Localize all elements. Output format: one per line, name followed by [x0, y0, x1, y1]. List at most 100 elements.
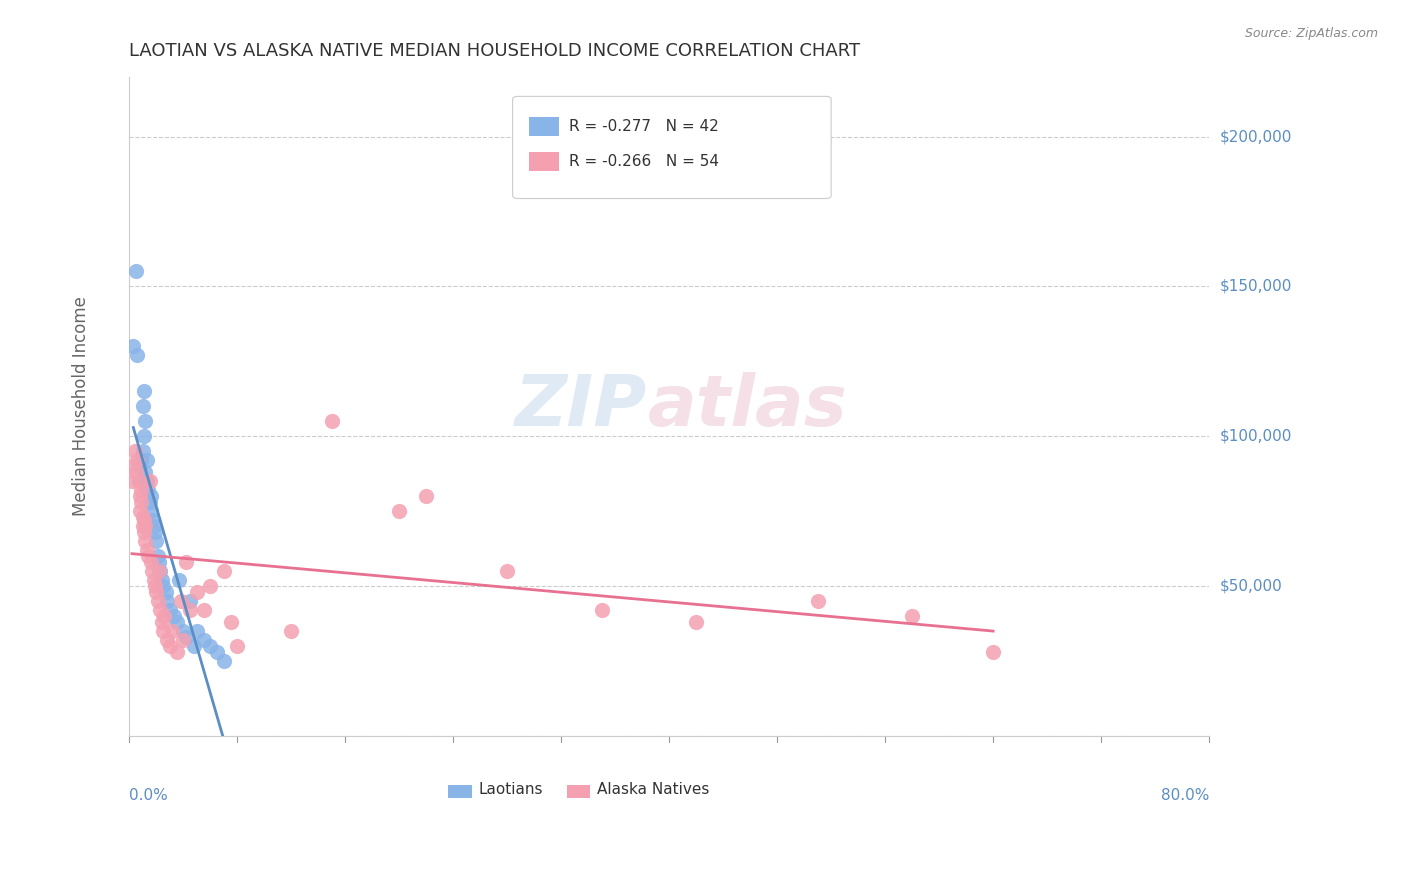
- Point: [496, 564, 519, 578]
- Point: [146, 549, 169, 563]
- Point: [388, 504, 411, 518]
- Text: atlas: atlas: [648, 372, 848, 441]
- Point: [134, 429, 156, 443]
- Point: [131, 495, 153, 509]
- Point: [179, 594, 201, 608]
- Point: [139, 504, 162, 518]
- Point: [128, 474, 150, 488]
- Point: [174, 630, 197, 644]
- Text: Alaska Natives: Alaska Natives: [596, 782, 709, 797]
- Point: [129, 504, 152, 518]
- Point: [186, 585, 208, 599]
- Point: [122, 458, 145, 473]
- Point: [321, 414, 343, 428]
- Point: [136, 549, 159, 563]
- Point: [127, 348, 149, 362]
- Point: [150, 573, 173, 587]
- Point: [156, 594, 179, 608]
- Point: [135, 543, 157, 558]
- Bar: [529, 118, 560, 136]
- Point: [166, 615, 188, 629]
- Point: [169, 594, 191, 608]
- Point: [134, 533, 156, 548]
- Point: [136, 483, 159, 497]
- Point: [591, 603, 613, 617]
- Point: [280, 624, 302, 638]
- Point: [200, 639, 222, 653]
- Point: [142, 519, 165, 533]
- Point: [131, 453, 153, 467]
- Point: [131, 483, 153, 497]
- Point: [134, 414, 156, 428]
- Point: [415, 489, 437, 503]
- Point: [134, 519, 156, 533]
- Point: [128, 474, 150, 488]
- Point: [125, 264, 148, 278]
- Point: [152, 579, 174, 593]
- Text: $50,000: $50,000: [1220, 578, 1282, 593]
- Point: [172, 632, 194, 647]
- Point: [174, 555, 197, 569]
- Text: Laotians: Laotians: [478, 782, 543, 797]
- Point: [134, 524, 156, 539]
- Point: [150, 615, 173, 629]
- Point: [145, 585, 167, 599]
- Point: [127, 453, 149, 467]
- Point: [141, 513, 163, 527]
- Point: [132, 519, 155, 533]
- Point: [219, 615, 242, 629]
- Text: Source: ZipAtlas.com: Source: ZipAtlas.com: [1244, 27, 1378, 40]
- Point: [155, 585, 177, 599]
- Point: [212, 564, 235, 578]
- Bar: [567, 785, 591, 798]
- Point: [143, 579, 166, 593]
- Point: [122, 339, 145, 353]
- Point: [142, 573, 165, 587]
- Point: [167, 573, 190, 587]
- Point: [193, 632, 215, 647]
- Text: 0.0%: 0.0%: [129, 789, 169, 804]
- Point: [981, 645, 1004, 659]
- Point: [139, 489, 162, 503]
- FancyBboxPatch shape: [513, 96, 831, 199]
- Text: ZIP: ZIP: [516, 372, 648, 441]
- Point: [183, 639, 205, 653]
- Text: R = -0.277   N = 42: R = -0.277 N = 42: [569, 120, 718, 134]
- Point: [132, 510, 155, 524]
- Point: [200, 579, 222, 593]
- Text: R = -0.266   N = 54: R = -0.266 N = 54: [569, 154, 718, 169]
- Point: [138, 474, 160, 488]
- Point: [205, 645, 228, 659]
- Point: [132, 399, 155, 413]
- Point: [135, 474, 157, 488]
- Point: [138, 495, 160, 509]
- Text: $200,000: $200,000: [1220, 129, 1292, 144]
- Point: [148, 555, 170, 569]
- Point: [152, 624, 174, 638]
- Point: [134, 465, 156, 479]
- Text: LAOTIAN VS ALASKA NATIVE MEDIAN HOUSEHOLD INCOME CORRELATION CHART: LAOTIAN VS ALASKA NATIVE MEDIAN HOUSEHOL…: [129, 42, 860, 60]
- Text: 80.0%: 80.0%: [1161, 789, 1209, 804]
- Point: [141, 564, 163, 578]
- Point: [685, 615, 707, 629]
- Point: [121, 474, 143, 488]
- Point: [146, 594, 169, 608]
- Text: $100,000: $100,000: [1220, 428, 1292, 443]
- Point: [172, 624, 194, 638]
- Point: [212, 654, 235, 668]
- Text: $150,000: $150,000: [1220, 279, 1292, 293]
- Text: Median Household Income: Median Household Income: [72, 296, 90, 516]
- Point: [179, 603, 201, 617]
- Point: [148, 564, 170, 578]
- Point: [134, 513, 156, 527]
- Point: [125, 465, 148, 479]
- Point: [159, 603, 181, 617]
- Point: [129, 458, 152, 473]
- Point: [149, 564, 172, 578]
- Point: [135, 453, 157, 467]
- Point: [145, 533, 167, 548]
- Point: [156, 632, 179, 647]
- Point: [162, 624, 184, 638]
- Bar: [449, 785, 471, 798]
- Point: [132, 444, 155, 458]
